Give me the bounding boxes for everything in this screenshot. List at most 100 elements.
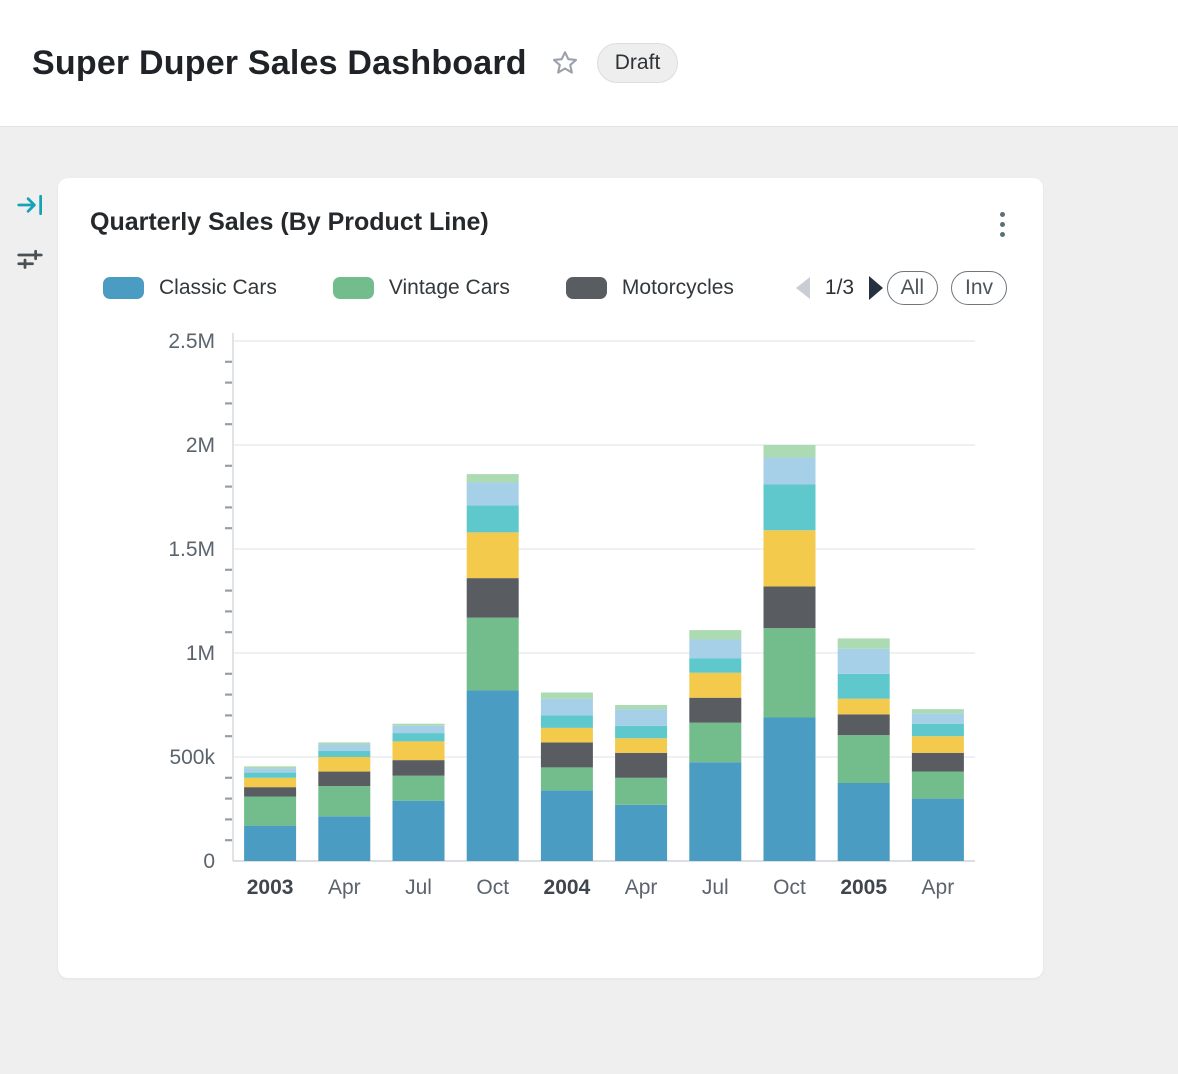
inv-button[interactable]: Inv bbox=[950, 271, 1007, 305]
bar-segment-unlabeled-series-4[interactable] bbox=[466, 532, 519, 579]
bar-segment-unlabeled-series-7[interactable] bbox=[392, 723, 445, 726]
bar-segment-unlabeled-series-5[interactable] bbox=[466, 505, 519, 533]
bar-segment-unlabeled-series-7[interactable] bbox=[689, 630, 742, 640]
bar-segment-vintage-cars[interactable] bbox=[689, 722, 742, 763]
bar-segment-motorcycles[interactable] bbox=[318, 771, 371, 787]
bar-segment-classic-cars[interactable] bbox=[763, 717, 816, 861]
bar-segment-unlabeled-series-4[interactable] bbox=[837, 698, 890, 715]
bar-segment-unlabeled-series-6[interactable] bbox=[615, 709, 668, 726]
filter-icon[interactable] bbox=[13, 243, 47, 277]
bar-segment-motorcycles[interactable] bbox=[466, 578, 519, 618]
y-axis-label: 2M bbox=[186, 434, 215, 457]
bar-segment-unlabeled-series-4[interactable] bbox=[318, 757, 371, 772]
legend-prev-icon[interactable] bbox=[794, 276, 812, 300]
bar-segment-unlabeled-series-5[interactable] bbox=[318, 750, 371, 757]
bar-segment-motorcycles[interactable] bbox=[837, 714, 890, 736]
bar-segment-unlabeled-series-7[interactable] bbox=[244, 766, 297, 769]
bar-segment-vintage-cars[interactable] bbox=[911, 771, 964, 799]
status-badge[interactable]: Draft bbox=[596, 43, 679, 83]
bar-segment-unlabeled-series-6[interactable] bbox=[318, 744, 371, 751]
all-button[interactable]: All bbox=[886, 271, 938, 305]
bar-segment-unlabeled-series-7[interactable] bbox=[837, 638, 890, 649]
bar-segment-unlabeled-series-4[interactable] bbox=[615, 738, 668, 753]
y-axis-label: 500k bbox=[169, 746, 215, 769]
bar-segment-unlabeled-series-4[interactable] bbox=[540, 727, 593, 743]
bar-segment-unlabeled-series-5[interactable] bbox=[392, 733, 445, 742]
bar-segment-unlabeled-series-6[interactable] bbox=[837, 648, 890, 674]
bar-segment-classic-cars[interactable] bbox=[837, 783, 890, 861]
app-header: Super Duper Sales Dashboard Draft bbox=[0, 0, 1178, 127]
bar-segment-vintage-cars[interactable] bbox=[540, 767, 593, 791]
bar-segment-vintage-cars[interactable] bbox=[244, 796, 297, 826]
x-axis-label: Jul bbox=[405, 876, 432, 899]
bar-segment-vintage-cars[interactable] bbox=[466, 617, 519, 691]
bar-segment-motorcycles[interactable] bbox=[392, 760, 445, 776]
legend-item-vintage-cars[interactable]: Vintage Cars bbox=[332, 276, 510, 300]
bar-segment-unlabeled-series-5[interactable] bbox=[689, 658, 742, 673]
bar-segment-unlabeled-series-5[interactable] bbox=[540, 715, 593, 728]
bar-segment-unlabeled-series-5[interactable] bbox=[763, 484, 816, 531]
bar-segment-motorcycles[interactable] bbox=[540, 742, 593, 768]
expand-panel-icon[interactable] bbox=[13, 188, 47, 222]
bar-segment-unlabeled-series-5[interactable] bbox=[615, 725, 668, 739]
bar-segment-unlabeled-series-7[interactable] bbox=[615, 705, 668, 710]
bar-segment-unlabeled-series-6[interactable] bbox=[466, 482, 519, 506]
bar-segment-unlabeled-series-4[interactable] bbox=[911, 736, 964, 753]
bar-segment-motorcycles[interactable] bbox=[689, 697, 742, 723]
bar-segment-classic-cars[interactable] bbox=[318, 816, 371, 861]
bar-segment-motorcycles[interactable] bbox=[911, 752, 964, 772]
bar-segment-motorcycles[interactable] bbox=[244, 787, 297, 797]
bar-segment-unlabeled-series-4[interactable] bbox=[689, 672, 742, 698]
legend-swatch bbox=[332, 277, 374, 299]
bar-segment-vintage-cars[interactable] bbox=[318, 786, 371, 817]
chart-card: Quarterly Sales (By Product Line) Classi… bbox=[58, 178, 1043, 978]
bar-segment-classic-cars[interactable] bbox=[540, 790, 593, 861]
bar-segment-unlabeled-series-4[interactable] bbox=[763, 530, 816, 587]
bar-segment-classic-cars[interactable] bbox=[244, 825, 297, 861]
x-axis-label: 2003 bbox=[247, 876, 294, 899]
bar-segment-classic-cars[interactable] bbox=[615, 804, 668, 861]
bar-segment-vintage-cars[interactable] bbox=[392, 775, 445, 801]
bar-segment-classic-cars[interactable] bbox=[466, 690, 519, 861]
legend-item-motorcycles[interactable]: Motorcycles bbox=[565, 276, 734, 300]
kebab-menu-icon[interactable] bbox=[987, 204, 1017, 244]
bar-segment-unlabeled-series-6[interactable] bbox=[392, 725, 445, 734]
bar-segment-unlabeled-series-5[interactable] bbox=[911, 723, 964, 737]
bar-segment-unlabeled-series-6[interactable] bbox=[540, 698, 593, 716]
chart-legend-items: Classic Cars Vintage Cars Motorcycles bbox=[103, 276, 790, 300]
bar-segment-unlabeled-series-7[interactable] bbox=[763, 445, 816, 458]
bar-segment-vintage-cars[interactable] bbox=[837, 735, 890, 783]
bar-segment-unlabeled-series-6[interactable] bbox=[689, 639, 742, 659]
bar-segment-unlabeled-series-7[interactable] bbox=[540, 692, 593, 699]
bar-segment-unlabeled-series-6[interactable] bbox=[763, 457, 816, 485]
bar-segment-motorcycles[interactable] bbox=[763, 586, 816, 629]
legend-label: Motorcycles bbox=[621, 276, 734, 299]
y-axis-label: 1M bbox=[186, 642, 215, 665]
bar-segment-vintage-cars[interactable] bbox=[763, 628, 816, 718]
bar-segment-unlabeled-series-4[interactable] bbox=[244, 777, 297, 788]
favorite-star-icon[interactable] bbox=[549, 47, 581, 79]
bar-segment-unlabeled-series-6[interactable] bbox=[244, 768, 297, 773]
bar-segment-unlabeled-series-5[interactable] bbox=[837, 673, 890, 699]
page-title: Super Duper Sales Dashboard bbox=[32, 43, 527, 82]
bar-segment-unlabeled-series-7[interactable] bbox=[911, 709, 964, 714]
legend-swatch bbox=[565, 277, 607, 299]
bar-segment-classic-cars[interactable] bbox=[689, 762, 742, 861]
bar-segment-motorcycles[interactable] bbox=[615, 752, 668, 778]
legend-swatch bbox=[103, 277, 144, 299]
x-axis-label: Apr bbox=[328, 876, 361, 899]
legend-item-classic-cars[interactable]: Classic Cars bbox=[103, 276, 277, 300]
stacked-bar-chart: 0 500k 1M 1.5M 2M 2.5M 2003 Apr Jul Oct 2004 Apr Jul… bbox=[168, 330, 975, 899]
bar-segment-unlabeled-series-7[interactable] bbox=[318, 742, 371, 745]
legend-next-icon[interactable] bbox=[867, 275, 885, 301]
bar-segment-classic-cars[interactable] bbox=[911, 798, 964, 861]
y-axis-label: 2.5M bbox=[168, 330, 215, 353]
bar-segment-unlabeled-series-6[interactable] bbox=[911, 713, 964, 724]
bar-segment-classic-cars[interactable] bbox=[392, 800, 445, 861]
bar-segment-vintage-cars[interactable] bbox=[615, 777, 668, 805]
y-axis-label: 1.5M bbox=[168, 538, 215, 561]
bar-segment-unlabeled-series-7[interactable] bbox=[466, 474, 519, 483]
bar-segment-unlabeled-series-4[interactable] bbox=[392, 741, 445, 761]
bar-segment-unlabeled-series-5[interactable] bbox=[244, 772, 297, 778]
